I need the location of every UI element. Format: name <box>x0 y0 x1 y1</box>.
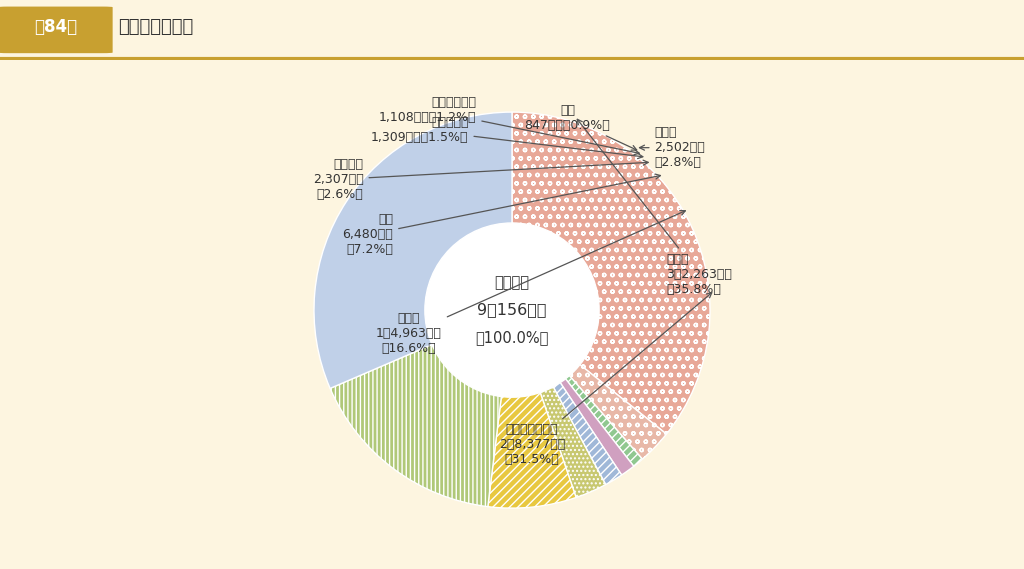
Text: （100.0%）: （100.0%） <box>475 331 549 345</box>
Wedge shape <box>487 310 577 508</box>
Text: 第84図: 第84図 <box>34 18 77 36</box>
Text: 交通
6,480億円
（7.2%）: 交通 6,480億円 （7.2%） <box>342 174 660 257</box>
Text: 介護サービス
1,108億円（1.2%）: 介護サービス 1,108億円（1.2%） <box>379 96 639 155</box>
Text: その他
2,502億円
（2.8%）: その他 2,502億円 （2.8%） <box>639 126 706 169</box>
Wedge shape <box>512 310 634 475</box>
Wedge shape <box>512 112 710 434</box>
Text: ガス
847億円（0.9%）: ガス 847億円（0.9%） <box>524 104 637 150</box>
Text: 病　院
3兆2,263億円
（35.8%）: 病 院 3兆2,263億円 （35.8%） <box>578 119 732 296</box>
Circle shape <box>425 223 599 397</box>
Wedge shape <box>330 310 512 506</box>
FancyBboxPatch shape <box>0 7 113 53</box>
Text: 料金収入: 料金収入 <box>495 275 529 290</box>
Text: 宅地造成
2,307億円
（2.6%）: 宅地造成 2,307億円 （2.6%） <box>312 158 648 201</box>
Text: 工業用水道
1,309億円（1.5%）: 工業用水道 1,309億円（1.5%） <box>371 116 643 159</box>
Wedge shape <box>512 310 605 497</box>
Wedge shape <box>512 310 642 466</box>
Wedge shape <box>314 112 512 389</box>
Text: 水道（含簡水）
2兆8,377億円
（31.5%）: 水道（含簡水） 2兆8,377億円 （31.5%） <box>499 292 712 466</box>
Text: 下水道
1兆4,963億円
（16.6%）: 下水道 1兆4,963億円 （16.6%） <box>376 211 685 356</box>
Wedge shape <box>512 310 622 485</box>
Text: 9兆156億円: 9兆156億円 <box>477 303 547 318</box>
Text: 料金収入の状況: 料金収入の状況 <box>118 18 193 36</box>
Wedge shape <box>512 310 667 459</box>
